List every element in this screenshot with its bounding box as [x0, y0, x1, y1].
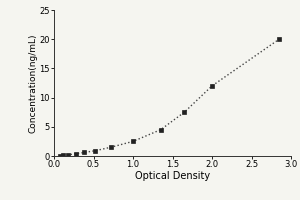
X-axis label: Optical Density: Optical Density [135, 171, 210, 181]
Y-axis label: Concentration(ng/mL): Concentration(ng/mL) [29, 33, 38, 133]
